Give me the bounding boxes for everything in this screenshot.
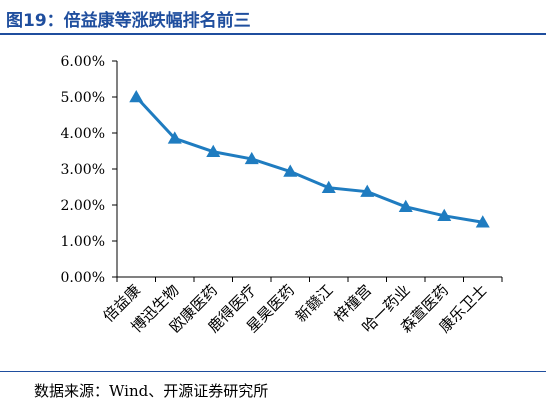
y-tick-label: 4.00% bbox=[61, 126, 105, 142]
series bbox=[129, 90, 490, 228]
y-tick-label: 0.00% bbox=[61, 270, 105, 286]
y-axis: 0.00% 1.00% 2.00% 3.00% 4.00% 5.00% 6.00% bbox=[61, 54, 118, 286]
series-line bbox=[135, 95, 483, 224]
data-point-marker bbox=[360, 184, 375, 197]
figure-title: 图19：倍益康等涨跌幅排名前三 bbox=[6, 11, 251, 31]
data-point-marker bbox=[129, 90, 144, 103]
data-point-marker bbox=[206, 144, 221, 157]
data-point-marker bbox=[398, 199, 413, 213]
footer-divider bbox=[0, 371, 546, 372]
title-underline bbox=[0, 33, 546, 35]
data-point-marker bbox=[283, 164, 298, 177]
source-note: 数据来源：Wind、开源证券研究所 bbox=[34, 382, 269, 400]
data-point-marker bbox=[321, 180, 336, 193]
x-tick-label: 新赣江 bbox=[292, 281, 337, 326]
y-tick-label: 6.00% bbox=[61, 54, 105, 70]
y-tick-label: 2.00% bbox=[61, 198, 105, 214]
data-point-marker bbox=[244, 151, 259, 165]
data-point-marker bbox=[437, 208, 452, 222]
y-tick-label: 3.00% bbox=[61, 162, 105, 178]
y-tick-label: 1.00% bbox=[61, 234, 105, 250]
data-point-marker bbox=[167, 131, 182, 144]
y-tick-label: 5.00% bbox=[61, 90, 105, 106]
data-point-marker bbox=[475, 215, 490, 228]
